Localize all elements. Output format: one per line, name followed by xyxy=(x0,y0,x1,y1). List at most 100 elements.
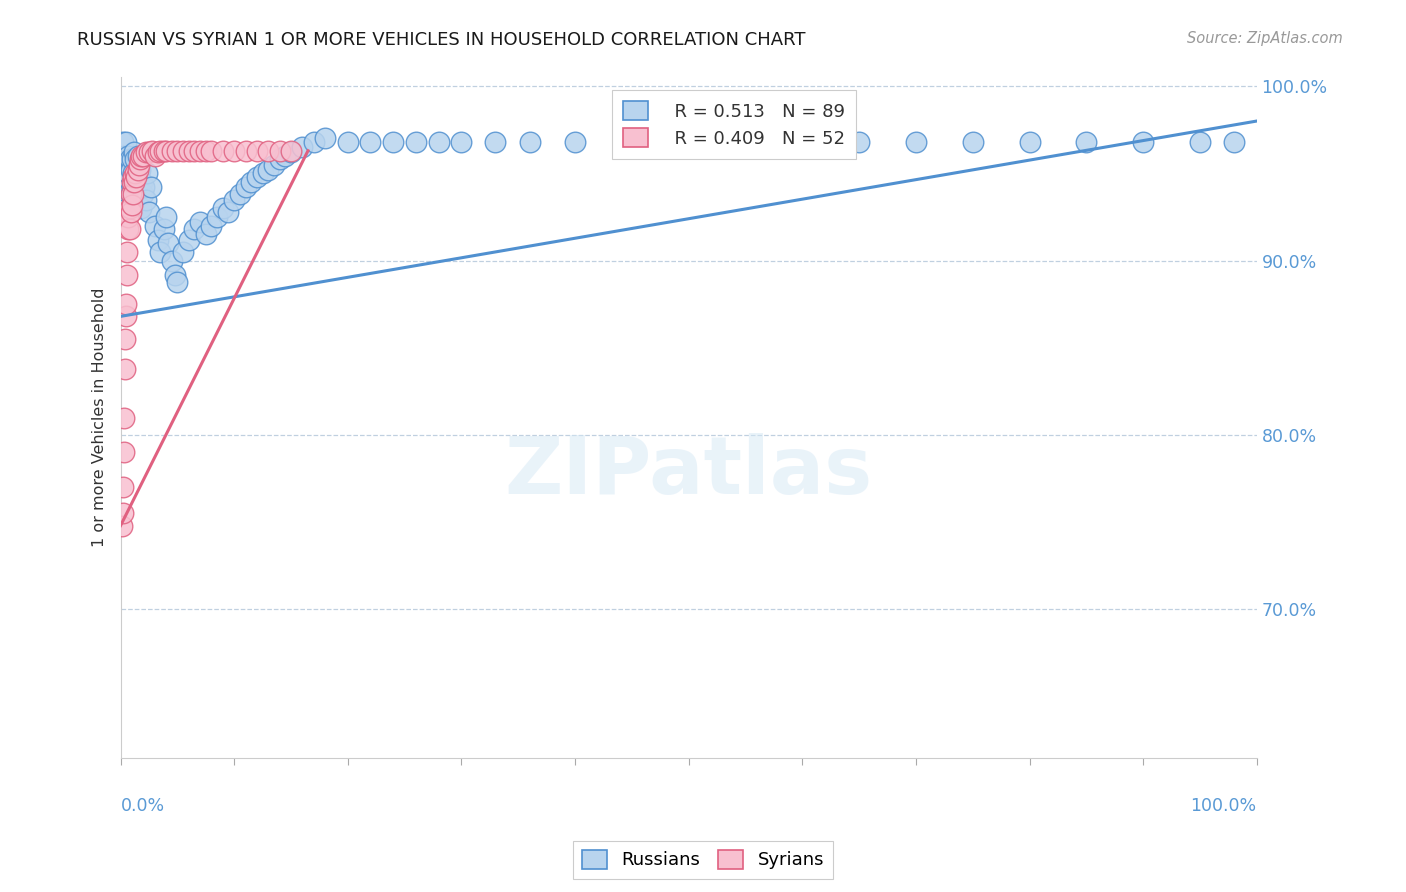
Point xyxy=(121,153,143,167)
Point xyxy=(235,144,257,158)
Point xyxy=(121,198,143,212)
Point xyxy=(484,135,506,149)
Point xyxy=(129,149,152,163)
Point xyxy=(117,222,139,236)
Point xyxy=(519,135,541,149)
Point xyxy=(114,169,136,184)
Point xyxy=(620,135,643,149)
Point xyxy=(280,145,302,160)
Point xyxy=(200,219,222,233)
Point xyxy=(111,135,134,149)
Point xyxy=(848,135,870,149)
Point xyxy=(172,244,194,259)
Point xyxy=(125,169,148,184)
Point xyxy=(128,184,150,198)
Y-axis label: 1 or more Vehicles in Household: 1 or more Vehicles in Household xyxy=(93,288,107,548)
Point xyxy=(734,135,756,149)
Point xyxy=(122,175,145,189)
Point xyxy=(127,149,149,163)
Point xyxy=(131,175,153,189)
Point xyxy=(117,210,139,224)
Point xyxy=(117,244,139,259)
Point xyxy=(127,162,149,177)
Point xyxy=(205,210,228,224)
Point xyxy=(117,268,139,282)
Point xyxy=(904,135,927,149)
Point xyxy=(246,144,269,158)
Point xyxy=(135,193,157,207)
Point xyxy=(124,153,146,167)
Legend: Russians, Syrians: Russians, Syrians xyxy=(572,840,834,879)
Point xyxy=(314,131,336,145)
Point xyxy=(155,144,177,158)
Point xyxy=(1223,135,1246,149)
Point xyxy=(132,149,155,163)
Point xyxy=(160,253,183,268)
Point xyxy=(257,144,280,158)
Point xyxy=(118,153,141,167)
Point xyxy=(152,144,174,158)
Point xyxy=(257,162,280,177)
Point xyxy=(120,162,142,177)
Point xyxy=(146,233,169,247)
Point xyxy=(405,135,427,149)
Point xyxy=(183,222,205,236)
Point xyxy=(165,268,187,282)
Point xyxy=(112,410,135,425)
Point xyxy=(143,149,166,163)
Point xyxy=(160,144,183,158)
Point xyxy=(115,297,138,311)
Point xyxy=(114,361,136,376)
Point xyxy=(146,145,169,160)
Point xyxy=(118,184,141,198)
Point xyxy=(111,518,134,533)
Point xyxy=(132,187,155,202)
Point xyxy=(188,144,211,158)
Point xyxy=(382,135,405,149)
Point xyxy=(135,166,157,180)
Point xyxy=(678,135,700,149)
Point xyxy=(1132,135,1154,149)
Point xyxy=(263,158,285,172)
Point xyxy=(122,187,145,202)
Point xyxy=(274,149,297,163)
Point xyxy=(962,135,984,149)
Point xyxy=(200,144,222,158)
Point xyxy=(128,158,150,172)
Point xyxy=(112,162,135,177)
Point xyxy=(143,219,166,233)
Point xyxy=(280,144,302,158)
Point xyxy=(128,162,150,177)
Point xyxy=(118,222,141,236)
Point xyxy=(450,135,472,149)
Text: 100.0%: 100.0% xyxy=(1191,797,1257,814)
Point xyxy=(138,204,160,219)
Point xyxy=(246,169,269,184)
Point xyxy=(149,144,172,158)
Point xyxy=(1188,135,1211,149)
Point xyxy=(188,215,211,229)
Point xyxy=(120,187,142,202)
Point xyxy=(217,204,239,219)
Point xyxy=(1076,135,1098,149)
Point xyxy=(240,175,263,189)
Point xyxy=(564,135,586,149)
Point xyxy=(115,184,138,198)
Text: Source: ZipAtlas.com: Source: ZipAtlas.com xyxy=(1187,31,1343,46)
Point xyxy=(194,227,217,242)
Point xyxy=(224,144,246,158)
Point xyxy=(252,166,274,180)
Point xyxy=(336,135,359,149)
Point xyxy=(121,180,143,194)
Point xyxy=(166,275,188,289)
Point xyxy=(302,135,325,149)
Point xyxy=(792,135,814,149)
Point xyxy=(124,166,146,180)
Point xyxy=(128,153,150,167)
Point xyxy=(122,169,145,184)
Point xyxy=(166,144,188,158)
Point xyxy=(194,144,217,158)
Point xyxy=(114,158,136,172)
Point xyxy=(122,145,145,160)
Point xyxy=(127,175,149,189)
